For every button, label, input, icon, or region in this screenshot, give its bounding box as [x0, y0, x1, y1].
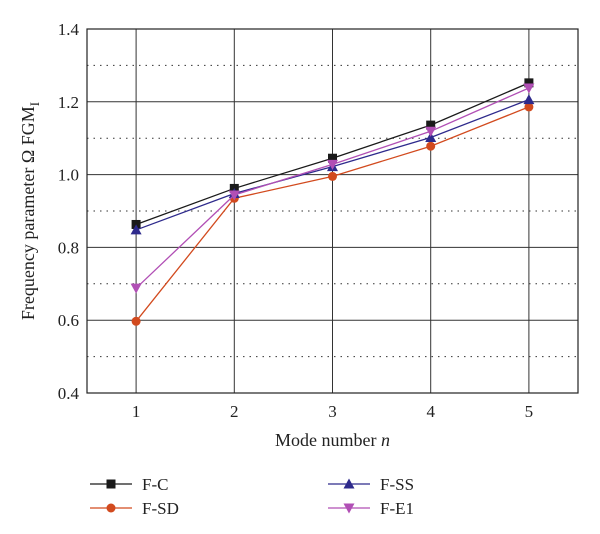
x-axis-title: Mode number n [275, 430, 390, 450]
legend-marker-f-sd [106, 503, 116, 513]
data-point-f-ss [130, 224, 142, 235]
legend-marker-f-ss [343, 478, 355, 489]
series-group [130, 78, 535, 326]
legend-label-f-sd: F-SD [142, 499, 179, 518]
data-point-f-c [524, 78, 534, 88]
data-point-f-sd [131, 316, 141, 326]
y-tick-label: 1.4 [58, 20, 80, 39]
y-axis-title: Frequency parameter Ω FGMI [18, 102, 42, 320]
data-point-f-sd [426, 141, 436, 151]
legend-label-f-ss: F-SS [380, 475, 414, 494]
y-tick-label: 0.6 [58, 311, 79, 330]
axis-ticks: 1 2 3 4 5 0.4 0.6 0.8 1.0 1.2 1.4 [58, 20, 533, 421]
data-point-f-e1 [523, 83, 535, 94]
y-tick-label: 1.0 [58, 166, 79, 185]
data-point-f-ss [523, 94, 535, 105]
data-point-f-e1 [425, 126, 437, 137]
legend-marker-f-e1 [343, 503, 355, 514]
grid-lines [87, 29, 578, 393]
y-tick-label: 0.8 [58, 238, 79, 257]
x-tick-label: 3 [328, 402, 337, 421]
legend-marker-f-c [106, 479, 116, 489]
plot-frame [86, 28, 579, 394]
data-point-f-e1 [130, 283, 142, 294]
legend-label-f-e1: F-E1 [380, 499, 414, 518]
y-tick-label: 1.2 [58, 93, 79, 112]
y-tick-label: 0.4 [58, 384, 80, 403]
x-tick-label: 2 [230, 402, 239, 421]
data-point-f-c [426, 120, 436, 130]
legend: F-C F-SD F-SS F-E1 [90, 475, 414, 518]
data-point-f-sd [328, 171, 337, 181]
data-point-f-e1 [228, 190, 240, 201]
x-tick-label: 5 [525, 402, 534, 421]
x-tick-label: 4 [426, 402, 435, 421]
x-tick-label: 1 [132, 402, 141, 421]
legend-label-f-c: F-C [142, 475, 168, 494]
data-point-f-sd [524, 102, 534, 112]
data-point-f-ss [425, 131, 437, 142]
data-point-f-e1 [327, 159, 338, 170]
data-point-f-c [328, 153, 337, 163]
